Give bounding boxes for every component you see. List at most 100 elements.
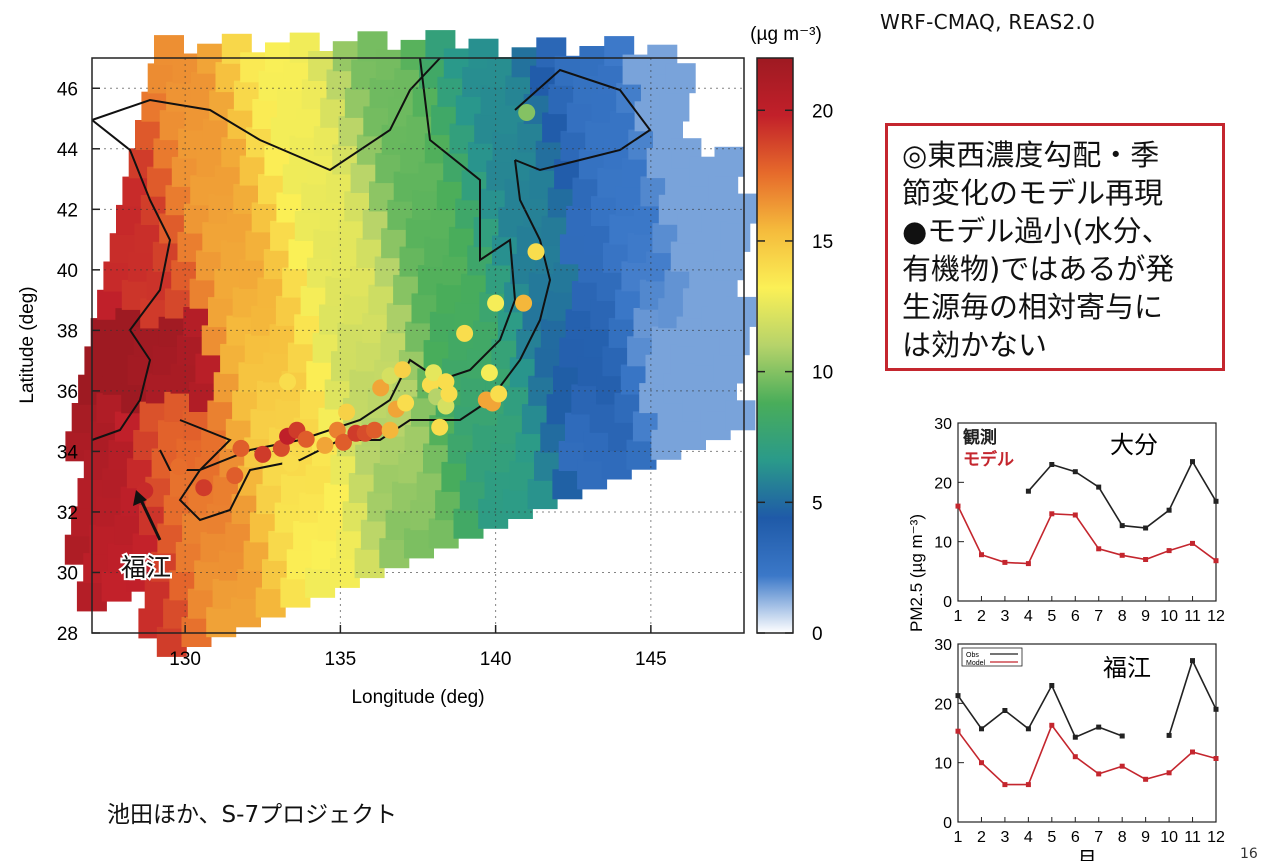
station-marker <box>518 104 536 121</box>
coastline <box>91 119 172 441</box>
data-point <box>1072 754 1078 760</box>
x-tick-label: 5 <box>1047 829 1056 846</box>
data-point <box>1166 732 1172 738</box>
data-point <box>1190 540 1195 546</box>
legend-label: モデル <box>963 449 1014 470</box>
data-point <box>1190 459 1195 465</box>
data-point <box>1096 546 1102 552</box>
x-tick-label: 9 <box>1141 608 1150 625</box>
heatmap-cell <box>659 91 690 122</box>
station-marker <box>381 421 399 439</box>
colorbar-tick-label: 10 <box>812 363 833 384</box>
colorbar-unit-label: (µg m⁻³) <box>750 24 822 45</box>
station-marker <box>297 430 315 448</box>
data-point <box>1213 558 1219 564</box>
x-tick-label: 12 <box>1207 608 1225 625</box>
station-marker <box>316 436 334 454</box>
station-marker <box>394 361 411 379</box>
y-tick-label: 10 <box>934 535 952 552</box>
station-marker <box>226 467 244 485</box>
data-point <box>1072 512 1078 518</box>
callout-line: 生源毎の相対寄与に <box>902 290 1164 324</box>
conclusion-callout: ◎東西濃度勾配・季 節変化のモデル再現 ●モデル過小(水分、 有機物)ではあるが… <box>885 123 1225 371</box>
series-line <box>957 505 1217 565</box>
x-tick-label: 2 <box>977 829 986 846</box>
data-point <box>979 760 984 766</box>
station-marker <box>195 479 213 497</box>
x-axis-label: Longitude (deg) <box>351 687 484 708</box>
series-line <box>957 723 1217 786</box>
fukue-arrow-head <box>133 490 147 506</box>
data-point <box>1213 706 1219 712</box>
x-tick-label: 10 <box>1160 608 1178 625</box>
callout-line: 節変化のモデル再現 <box>902 176 1164 210</box>
data-point <box>1143 776 1149 782</box>
legend-label: 観測 <box>963 427 997 448</box>
callout-line: ◎東西濃度勾配・季 <box>902 138 1160 172</box>
x-tick-label: 11 <box>1184 608 1201 625</box>
callout-line: は効かない <box>902 328 1048 362</box>
data-point <box>955 503 961 509</box>
data-point <box>979 552 984 558</box>
data-point <box>1025 782 1031 788</box>
y-tick-label: 44 <box>57 140 79 161</box>
map-plot-frame <box>91 57 745 634</box>
station-marker <box>282 455 300 472</box>
x-tick-label: 7 <box>1094 608 1103 625</box>
legend-label: Model <box>966 660 986 667</box>
data-point <box>955 728 961 734</box>
y-tick-label: 20 <box>934 696 952 713</box>
heatmap-cell <box>719 325 750 356</box>
station-marker <box>527 243 545 261</box>
heatmap-cell <box>720 221 751 252</box>
colorbar-tick-label: 20 <box>812 101 833 122</box>
station-marker <box>279 373 297 391</box>
station-marker <box>490 385 508 403</box>
coastline <box>91 57 441 172</box>
x-tick-label: 140 <box>480 649 512 670</box>
x-tick-label: 4 <box>1024 829 1033 846</box>
data-point <box>1096 771 1102 777</box>
station-marker <box>515 294 533 312</box>
station-marker <box>372 379 390 397</box>
x-tick-label: 145 <box>635 649 667 670</box>
series-line <box>1168 658 1217 736</box>
data-point <box>1213 498 1219 504</box>
y-tick-label: 0 <box>943 815 952 832</box>
y-tick-label: 30 <box>934 637 952 654</box>
y-axis-label: PM2.5 (µg m⁻³) <box>907 514 926 632</box>
x-tick-label: 10 <box>1160 829 1178 846</box>
y-axis-ticks: 28 30 32 34 36 38 40 42 44 46 <box>57 79 100 645</box>
x-tick-label: 130 <box>169 649 201 670</box>
station-marker <box>456 324 474 342</box>
data-point <box>1166 770 1172 776</box>
data-point <box>1119 523 1125 529</box>
station-marker <box>440 385 458 403</box>
x-tick-label: 3 <box>1000 829 1009 846</box>
data-point <box>1072 734 1078 740</box>
colorbar-tick-label: 5 <box>812 493 823 514</box>
x-tick-label: 8 <box>1118 608 1127 625</box>
station-marker <box>425 364 442 382</box>
colorbar-tick-label: 15 <box>812 232 833 253</box>
callout-line: 有機物)ではあるが発 <box>902 252 1175 286</box>
heatmap-cell <box>725 400 756 431</box>
colorbar <box>756 57 794 634</box>
data-point <box>1166 548 1172 554</box>
y-tick-label: 40 <box>57 261 78 282</box>
x-tick-label: 6 <box>1071 829 1080 846</box>
data-point <box>1072 469 1078 475</box>
y-tick-label: 20 <box>934 475 952 492</box>
station-marker <box>335 433 352 451</box>
y-tick-label: 42 <box>57 200 78 221</box>
x-tick-label: 6 <box>1071 608 1080 625</box>
station-markers <box>136 104 545 500</box>
data-point <box>1119 733 1125 739</box>
coastline <box>178 57 552 522</box>
data-point <box>1096 484 1102 490</box>
data-point <box>1049 462 1055 467</box>
x-tick-label: 11 <box>1184 829 1201 846</box>
station-marker <box>338 403 356 421</box>
data-point <box>1049 722 1055 728</box>
